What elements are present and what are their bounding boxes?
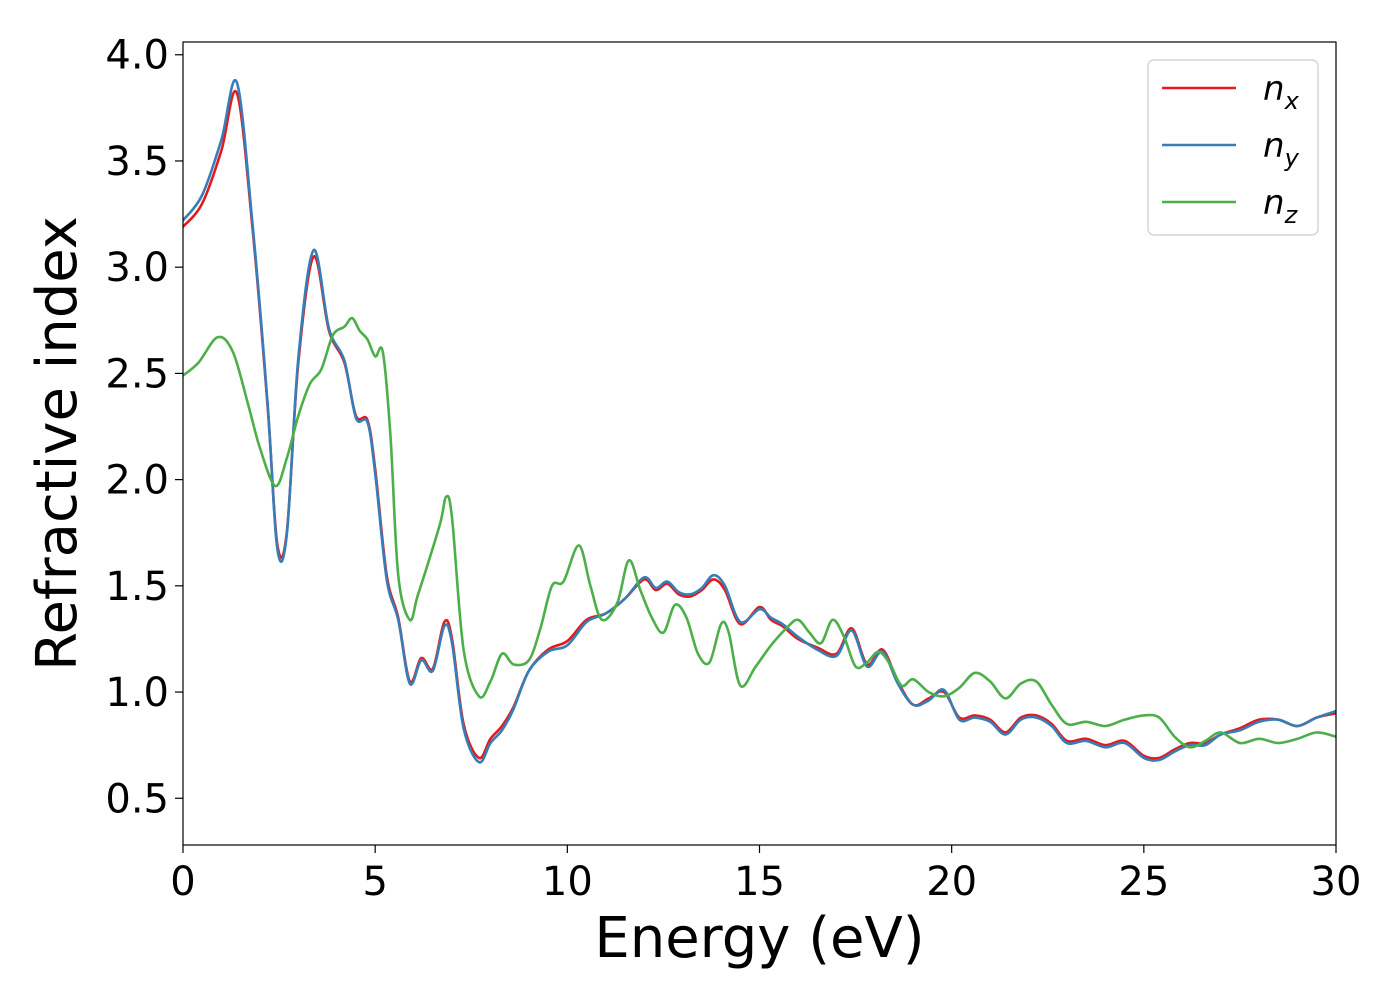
legend-label-n-z: nz	[1263, 183, 1299, 229]
legend-label-main: n	[1263, 183, 1285, 223]
x-tick-label: 5	[362, 859, 387, 905]
legend-label-subscript: z	[1284, 201, 1299, 229]
x-axis-title: Energy (eV)	[594, 906, 924, 971]
series-line-n-y	[183, 78, 1336, 764]
y-axis-title: Refractive index	[25, 216, 90, 671]
x-tick-label: 10	[542, 859, 593, 905]
y-tick-label: 3.5	[105, 139, 169, 185]
y-tick-label: 3.0	[105, 245, 169, 291]
y-tick-label: 4.0	[105, 33, 169, 79]
legend-box	[1147, 59, 1319, 236]
x-tick-label: 0	[170, 859, 195, 905]
x-tick-label: 30	[1311, 859, 1362, 905]
legend-label-subscript: x	[1284, 87, 1300, 115]
y-axis: 0.5 1.0 1.5 2.0 2.5 3.0 3.5 4.0	[105, 33, 183, 822]
legend-label-subscript: y	[1284, 144, 1300, 172]
y-tick-label: 1.5	[105, 564, 169, 610]
x-axis: 0 5 10 15 20 25 30	[170, 845, 1361, 905]
y-tick-label: 2.0	[105, 458, 169, 504]
y-tick-label: 2.5	[105, 351, 169, 397]
series-line-n-z	[183, 316, 1336, 749]
legend-label-n-x: nx	[1263, 69, 1300, 115]
x-tick-label: 15	[734, 859, 785, 905]
y-tick-label: 0.5	[105, 776, 169, 822]
legend-label-main: n	[1263, 126, 1285, 166]
x-tick-label: 25	[1118, 859, 1169, 905]
plot-area	[183, 42, 1336, 845]
legend-label-main: n	[1263, 69, 1285, 109]
x-tick-label: 20	[926, 859, 977, 905]
legend-label-n-y: ny	[1263, 126, 1300, 172]
series-layer	[183, 78, 1336, 764]
y-tick-label: 1.0	[105, 670, 169, 716]
